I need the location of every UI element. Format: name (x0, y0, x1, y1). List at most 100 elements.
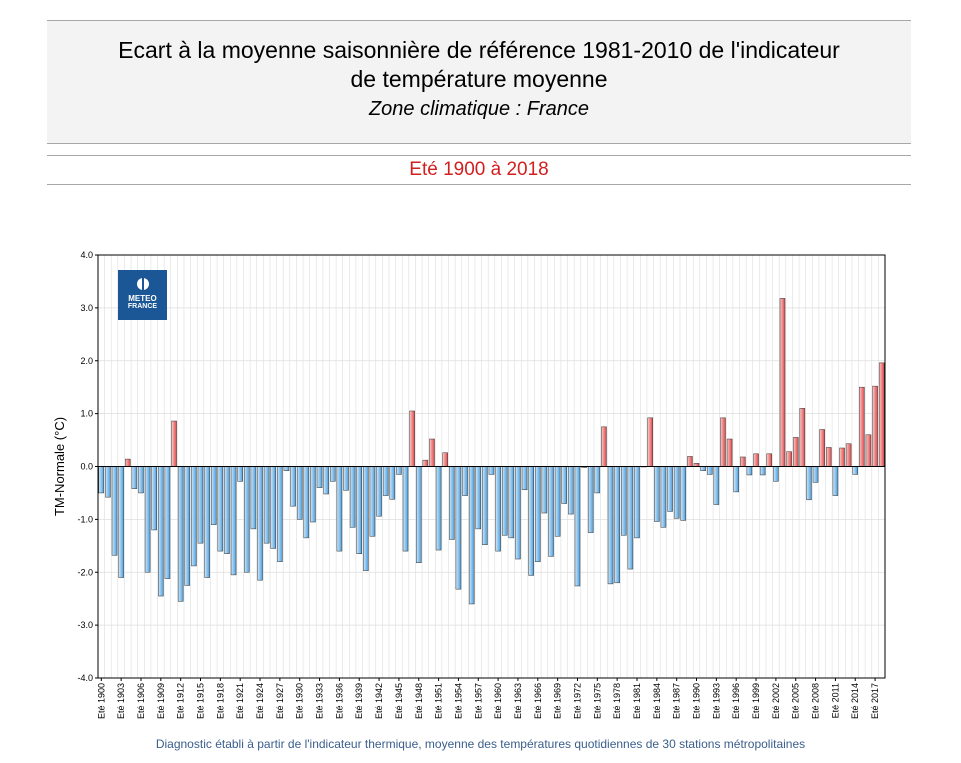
x-tick-label: Eté 1951 (434, 683, 444, 719)
bar-2018 (878, 362, 885, 467)
x-tick-label: Eté 1993 (711, 683, 721, 719)
meteo-france-logo-mark (136, 278, 149, 290)
period-label: Eté 1900 à 2018 (409, 159, 549, 180)
bar-2017 (872, 385, 878, 467)
y-tick-label: 2.0 (80, 356, 93, 366)
bar-1947 (409, 410, 415, 467)
bar-1920 (230, 466, 237, 576)
bar-1954 (455, 466, 462, 590)
bar-2014 (852, 466, 859, 475)
bar-1932 (310, 466, 316, 523)
bar-1926 (270, 466, 277, 549)
bar-1922 (244, 466, 250, 573)
bar-1985 (660, 466, 667, 528)
bar-1940 (363, 466, 369, 571)
y-tick-label: 4.0 (80, 250, 93, 260)
bar-1935 (330, 466, 336, 482)
bar-1956 (468, 466, 475, 605)
bar-1929 (290, 466, 296, 507)
bar-2013 (845, 443, 852, 467)
bar-1951 (435, 466, 442, 551)
bar-1988 (680, 466, 687, 521)
x-tick-label: Eté 1921 (235, 683, 245, 719)
plot-frame (97, 254, 886, 679)
y-tick-label: -4.0 (77, 673, 93, 683)
x-tick-label: Eté 1906 (136, 683, 146, 719)
y-tick-label: 3.0 (80, 303, 93, 313)
x-tick-label: Eté 1924 (255, 683, 265, 719)
x-tick-label: Eté 1990 (692, 683, 702, 719)
bar-1937 (343, 466, 349, 491)
x-tick-label: Eté 1960 (493, 683, 503, 719)
bar-1997 (740, 456, 746, 467)
x-tick-label: Eté 1987 (672, 683, 682, 719)
bar-1943 (382, 466, 389, 496)
x-tick-label: Eté 1972 (572, 683, 582, 719)
x-tick-label: Eté 1936 (334, 683, 344, 719)
x-tick-label: Eté 1969 (553, 683, 563, 719)
bar-1939 (356, 466, 362, 554)
bar-1950 (429, 438, 435, 467)
bar-1981 (634, 466, 640, 539)
bar-1965 (528, 466, 534, 576)
bar-1915 (197, 466, 204, 544)
x-tick-label: Eté 2017 (870, 683, 880, 719)
bar-1938 (349, 466, 356, 528)
bar-1931 (303, 466, 310, 539)
bar-1966 (535, 466, 541, 562)
x-tick-label: Eté 1912 (176, 683, 186, 719)
bar-1942 (376, 466, 382, 517)
bar-1925 (263, 466, 270, 544)
x-tick-label: Eté 1981 (632, 683, 642, 719)
bar-1916 (204, 466, 210, 578)
bar-1928 (283, 466, 290, 471)
bar-1977 (607, 466, 614, 585)
bar-1934 (323, 466, 329, 495)
x-tick-label: Eté 1945 (394, 683, 404, 719)
bar-1960 (495, 466, 501, 552)
bar-1972 (574, 466, 581, 587)
bar-1964 (521, 466, 528, 491)
bar-1948 (415, 466, 422, 563)
chart-subtitle: Zone climatique : France (368, 98, 590, 120)
x-tick-label: Eté 1900 (96, 683, 106, 719)
bar-1945 (396, 466, 402, 475)
bar-1917 (210, 466, 217, 525)
bar-1941 (369, 466, 376, 537)
bar-1979 (621, 466, 627, 536)
bar-1911 (171, 420, 177, 467)
logo-text-1: METEO (128, 294, 157, 303)
x-tick-label: Eté 1957 (473, 683, 483, 719)
bar-2011 (832, 466, 839, 496)
x-tick-label: Eté 2011 (830, 683, 840, 718)
bar-2008 (812, 466, 819, 483)
bar-1905 (131, 466, 138, 489)
bar-1949 (422, 459, 429, 467)
x-tick-label: Eté 2002 (771, 683, 781, 719)
bar-1900 (98, 466, 105, 494)
y-tick-label: -3.0 (77, 620, 93, 630)
bar-1958 (482, 466, 488, 546)
x-tick-label: Eté 1954 (453, 683, 463, 719)
x-tick-label: Eté 1975 (592, 683, 602, 719)
bar-1993 (713, 466, 720, 505)
bar-2012 (839, 447, 845, 467)
bar-1999 (753, 453, 759, 467)
bar-1919 (224, 466, 230, 554)
bar-1952 (442, 452, 448, 467)
bar-1998 (746, 466, 753, 476)
x-tick-label: Eté 1966 (533, 683, 543, 719)
title-line-1: Ecart à la moyenne saisonnière de référe… (118, 37, 840, 63)
bar-1987 (673, 466, 680, 519)
bar-1927 (277, 466, 283, 562)
bar-1902 (111, 466, 118, 556)
x-tick-label: Eté 1933 (315, 683, 325, 719)
x-tick-label: Eté 1942 (374, 683, 384, 719)
bar-1970 (561, 466, 568, 504)
meteo-france-logo: METEO FRANCE (118, 270, 167, 320)
chart-footnote: Diagnostic établi à partir de l'indicate… (155, 737, 806, 751)
bar-2016 (865, 434, 872, 467)
bar-2006 (799, 408, 806, 467)
bar-1914 (191, 466, 197, 567)
bar-1946 (402, 466, 409, 552)
